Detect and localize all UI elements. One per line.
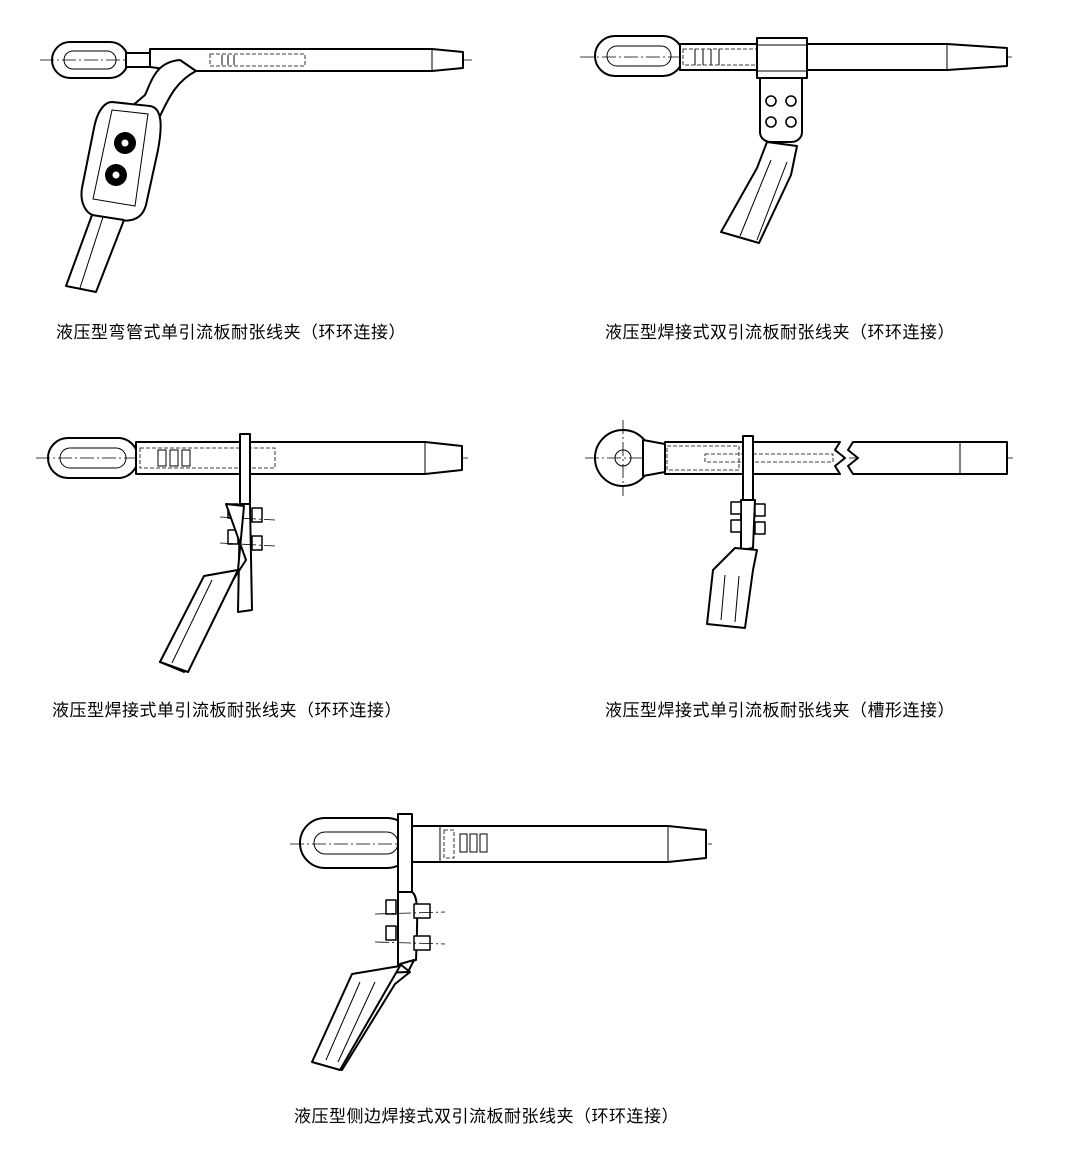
main-tube: [135, 441, 463, 475]
plate-tail: [65, 214, 125, 293]
bolt: [730, 519, 742, 533]
figure-2: 液压型焊接式双引流板耐张线夹（环环连接）: [535, 0, 1070, 380]
figure-4-caption: 液压型焊接式单引流板耐张线夹（槽形连接）: [605, 701, 955, 721]
weld-plate: [742, 435, 754, 501]
drainage-plate: [397, 891, 419, 967]
ring-eye: [299, 817, 413, 869]
plate-tail: [706, 547, 758, 629]
bolt: [251, 535, 263, 551]
main-tube: [664, 441, 846, 475]
figure-3-caption: 液压型焊接式单引流板耐张线夹（环环连接）: [52, 701, 402, 721]
bolt: [385, 925, 397, 941]
figure-3-drawing: [36, 433, 470, 673]
weld-plate: [397, 813, 413, 893]
bolt: [754, 503, 766, 517]
figure-2-drawing: [580, 35, 1013, 244]
figure-1: 液压型弯管式单引流板耐张线夹（环环连接）: [0, 0, 535, 380]
figure-5-caption: 液压型侧边焊接式双引流板耐张线夹（环环连接）: [294, 1107, 679, 1127]
bolt: [754, 521, 766, 535]
figure-4: 液压型焊接式单引流板耐张线夹（槽形连接）: [535, 380, 1070, 760]
ring-eye: [594, 35, 684, 77]
main-tube: [679, 43, 1008, 71]
figure-3: 液压型焊接式单引流板耐张线夹（环环连接）: [0, 380, 535, 760]
figure-1-caption: 液压型弯管式单引流板耐张线夹（环环连接）: [56, 323, 406, 343]
drainage-plate: [80, 101, 162, 222]
figure-5-drawing: [290, 813, 712, 1071]
weld-plate: [239, 433, 251, 505]
plate-tail: [720, 141, 798, 244]
figure-4-drawing: [585, 420, 1013, 629]
bolt: [251, 507, 263, 523]
drainage-plate: [759, 77, 803, 143]
bolt: [413, 903, 431, 919]
main-tube: [149, 48, 464, 72]
figure-2-caption: 液压型焊接式双引流板耐张线夹（环环连接）: [605, 323, 955, 343]
drainage-plate: [740, 499, 756, 551]
bolt: [730, 501, 742, 515]
figure-5: 液压型侧边焊接式双引流板耐张线夹（环环连接）: [0, 760, 1070, 1157]
bolt: [385, 899, 397, 915]
weld-collar: [756, 37, 808, 79]
figure-1-drawing: [40, 41, 475, 293]
